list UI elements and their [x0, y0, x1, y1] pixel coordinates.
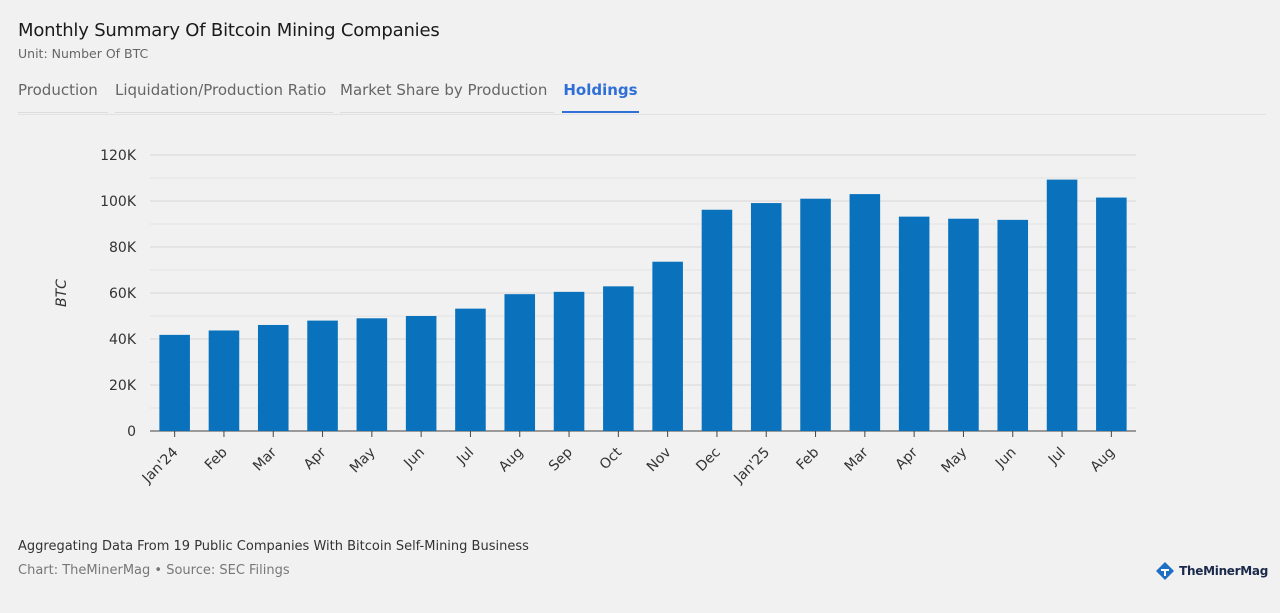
bar-17[interactable] — [997, 219, 1029, 431]
tab-liquidation-production-ratio[interactable]: Liquidation/Production Ratio — [115, 78, 333, 113]
footer-note: Aggregating Data From 19 Public Companie… — [18, 539, 529, 554]
y-axis-ticks: 0 20K 40K 60K 80K 100K 120K — [100, 148, 137, 440]
y-tick-label: 0 — [127, 424, 136, 440]
unit-label: Unit: Number Of BTC — [18, 46, 149, 61]
x-tick-label: Jun — [992, 445, 1019, 472]
x-tick-label: Aug — [1088, 445, 1119, 476]
bar-1[interactable] — [208, 330, 240, 431]
x-tick-label: Jul — [1045, 445, 1069, 469]
x-tick-label: Feb — [794, 444, 823, 473]
page-title: Monthly Summary Of Bitcoin Mining Compan… — [18, 20, 440, 41]
x-tick-label: May — [347, 445, 379, 477]
bar-10[interactable] — [652, 261, 683, 431]
tab-market-share-by-production[interactable]: Market Share by Production — [340, 78, 554, 113]
x-tick-label: Apr — [301, 444, 330, 473]
brand-logo[interactable]: TheMinerMag — [1155, 561, 1268, 581]
bar-18[interactable] — [1046, 179, 1078, 431]
x-tick-label: Nov — [644, 445, 675, 476]
x-tick-label: Apr — [893, 444, 922, 473]
x-tick-label: Dec — [693, 445, 723, 475]
bar-12[interactable] — [750, 203, 782, 431]
bar-16[interactable] — [948, 218, 979, 431]
bar-13[interactable] — [800, 198, 831, 431]
x-tick-label: Jan'24 — [139, 444, 182, 487]
x-tick-label: May — [938, 445, 970, 477]
x-tick-label: Oct — [597, 444, 626, 473]
bar-19[interactable] — [1096, 197, 1127, 431]
y-tick-label: 20K — [109, 378, 137, 394]
bar-4[interactable] — [356, 318, 388, 431]
y-axis-label: BTC — [54, 279, 70, 307]
bar-2[interactable] — [257, 324, 289, 431]
bar-11[interactable] — [701, 209, 733, 431]
bar-15[interactable] — [898, 216, 930, 431]
y-tick-label: 80K — [109, 240, 137, 256]
bar-6[interactable] — [455, 308, 486, 431]
y-tick-label: 100K — [100, 194, 137, 210]
x-axis-ticks: Jan'24 Feb Mar Apr May Jun Jul Aug Sep Oct Nov Dec J… — [139, 431, 1118, 487]
bar-7[interactable] — [504, 294, 536, 431]
chart-source: Chart: TheMinerMag • Source: SEC Filings — [18, 563, 290, 578]
x-tick-label: Jan'25 — [730, 445, 773, 488]
grid-lines — [150, 154, 1136, 432]
y-tick-label: 40K — [109, 332, 137, 348]
tab-production[interactable]: Production — [18, 78, 108, 113]
tab-bar: Production Liquidation/Production Ratio … — [18, 78, 1266, 115]
bar-5[interactable] — [405, 316, 437, 431]
x-tick-label: Sep — [546, 444, 576, 474]
x-tick-label: Aug — [496, 445, 527, 476]
x-tick-label: Jul — [453, 445, 477, 469]
minermag-logo-icon — [1156, 562, 1175, 580]
tab-holdings[interactable]: Holdings — [562, 78, 639, 113]
bars — [159, 179, 1127, 431]
bar-3[interactable] — [307, 320, 338, 431]
y-tick-label: 120K — [100, 148, 137, 164]
logo-text: TheMinerMag — [1179, 564, 1268, 578]
x-tick-label: Mar — [842, 444, 872, 474]
y-tick-label: 60K — [109, 286, 137, 302]
bar-0[interactable] — [159, 334, 190, 431]
x-tick-label: Jun — [400, 445, 427, 472]
bar-14[interactable] — [849, 194, 881, 431]
x-tick-label: Mar — [250, 444, 280, 474]
bar-8[interactable] — [553, 291, 585, 431]
holdings-bar-chart: 0 20K 40K 60K 80K 100K 120K Jan'24 Feb Mar Apr May… — [54, 148, 1136, 487]
x-tick-label: Feb — [202, 444, 231, 473]
bar-9[interactable] — [603, 286, 634, 431]
